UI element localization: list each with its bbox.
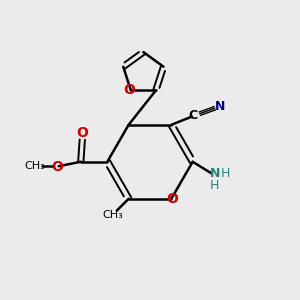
Text: C: C xyxy=(189,110,198,122)
Text: N: N xyxy=(210,167,220,180)
Text: O: O xyxy=(124,83,135,98)
Text: O: O xyxy=(76,126,88,140)
Text: H: H xyxy=(210,179,220,192)
Text: N: N xyxy=(215,100,225,113)
Text: H: H xyxy=(220,167,230,180)
Text: O: O xyxy=(51,160,63,174)
Text: CH₃: CH₃ xyxy=(102,210,123,220)
Text: CH₃: CH₃ xyxy=(25,161,46,171)
Text: O: O xyxy=(166,192,178,206)
